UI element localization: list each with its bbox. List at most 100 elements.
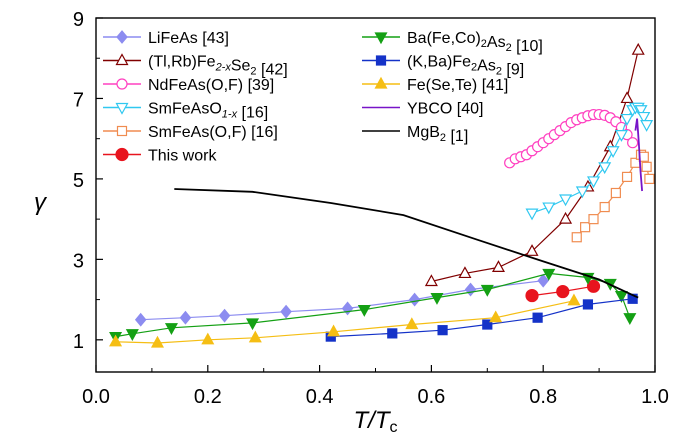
data-point-smfeaso1-x-16 [637,111,651,124]
data-point-tl-rb-fe2-xse2-42 [525,244,539,256]
data-point-fe-se-te-41 [109,334,123,347]
data-point-lifeas-43 [341,301,354,316]
legend-label: (K,Ba)Fe2As2 [9] [407,54,524,79]
data-point-ba-fe-co-2as2-10 [480,284,494,297]
series-mgb2-1 [174,188,639,299]
legend-label: Fe(Se,Te) [41] [407,77,508,94]
legend-item-ba-fe-co-2as2-10: Ba(Fe,Co)2As2 [10] [362,30,543,55]
data-point-k-ba-fe2as2-9 [582,299,594,310]
legend-swatch-marker [115,53,129,66]
legend-item-smfeas-o-f-16: SmFeAs(O,F) [16] [103,124,278,141]
y-tick-label: 9 [73,9,84,31]
legend-item-tl-rb-fe2-xse2-42: (Tl,Rb)Fe2-xSe2 [42] [103,53,288,79]
data-point-lifeas-43 [408,292,421,307]
legend-label: YBCO [40] [407,101,483,118]
data-point-smfeas-o-f-16 [588,214,599,225]
legend-swatch-marker [116,125,128,137]
data-point-smfeaso1-x-16 [525,208,539,221]
data-point-ba-fe-co-2as2-10 [357,305,371,317]
legend-item-ndfeas-o-f-39: NdFeAs(O,F) [39] [103,77,274,94]
legend-item-this-work: This work [103,148,217,165]
data-point-tl-rb-fe2-xse2-42 [620,91,634,104]
data-point-tl-rb-fe2-xse2-42 [559,211,573,224]
series-line-ybco-40 [634,118,643,192]
data-point-lifeas-43 [218,308,231,323]
data-point-smfeaso1-x-16 [559,194,573,207]
series-smfeas-o-f-16 [571,149,655,243]
series-k-ba-fe2as2-9 [325,293,638,342]
data-point-smfeas-o-f-16 [641,161,652,172]
legend-item-lifeas-43: LiFeAs [43] [103,30,229,47]
x-tick-label: 1.0 [641,386,669,408]
series-ybco-40 [634,118,643,192]
data-point-ba-fe-co-2as2-10 [164,323,178,335]
data-point-smfeaso1-x-16 [640,120,654,132]
data-point-smfeas-o-f-16 [580,222,591,233]
data-point-ba-fe-co-2as2-10 [614,290,628,303]
data-point-tl-rb-fe2-xse2-42 [458,266,472,279]
data-point-smfeas-o-f-16 [644,173,655,185]
legend-label: MgB2 [1] [407,124,468,145]
data-point-fe-se-te-41 [489,310,503,323]
y-tick-label: 3 [73,250,84,272]
legend-swatch-marker [116,78,128,90]
legend: LiFeAs [43] (Tl,Rb)Fe2-xSe2 [42]NdFeAs(O,… [103,30,543,165]
x-tick-label: 0.6 [417,386,445,408]
x-axis-title: T/Tc [354,407,398,436]
data-point-smfeaso1-x-16 [634,105,648,117]
data-point-this-work [586,279,601,293]
data-point-smfeas-o-f-16 [571,232,582,243]
data-point-smfeaso1-x-16 [598,162,612,175]
legend-label: NdFeAs(O,F) [39] [148,77,274,94]
data-point-fe-se-te-41 [150,335,165,348]
data-point-ba-fe-co-2as2-10 [542,268,556,281]
data-point-tl-rb-fe2-xse2-42 [424,274,438,287]
data-point-smfeaso1-x-16 [620,113,634,126]
series-line-smfeaso1-x-16 [531,106,648,214]
data-point-fe-se-te-41 [327,324,341,337]
y-axis-title: γ [34,189,48,216]
plot-area [109,42,655,348]
data-point-tl-rb-fe2-xse2-42 [491,260,505,273]
legend-item-smfeaso1-x-16: SmFeAsO1-x [16] [103,101,268,122]
x-tick-label: 0.0 [82,386,110,408]
data-point-k-ba-fe2as2-9 [387,328,398,339]
data-point-k-ba-fe2as2-9 [532,312,543,323]
data-point-fe-se-te-41 [201,332,215,345]
legend-label: (Tl,Rb)Fe2-xSe2 [42] [148,54,288,79]
series-ndfeas-o-f-39 [504,108,639,169]
legend-item-ybco-40: YBCO [40] [362,101,483,118]
legend-item-mgb2-1: MgB2 [1] [362,124,468,145]
data-point-smfeaso1-x-16 [575,186,589,199]
legend-swatch-marker [374,32,388,45]
axes: 0.0 0.2 0.4 0.6 0.8 1.0 1 3 5 7 9 T/Tc γ [34,9,669,436]
series-fe-se-te-41 [109,293,581,348]
data-point-tl-rb-fe2-xse2-42 [631,42,645,55]
data-point-smfeaso1-x-16 [606,146,620,158]
legend-label: This work [148,148,217,165]
data-point-this-work [525,288,539,303]
data-point-lifeas-43 [179,310,192,325]
x-tick-label: 0.8 [529,386,557,408]
data-point-smfeas-o-f-16 [621,171,633,182]
data-point-ndfeas-o-f-39 [627,137,639,149]
data-point-ba-fe-co-2as2-10 [623,313,637,325]
legend-swatch-marker [374,76,388,89]
data-point-smfeaso1-x-16 [586,176,601,189]
series-line-lifeas-43 [140,280,544,321]
series-this-work [525,279,601,303]
data-point-smfeaso1-x-16 [542,202,556,215]
legend-label: SmFeAsO1-x [16] [148,101,268,122]
series-line-fe-se-te-41 [115,300,575,344]
x-tick-label: 0.2 [194,386,222,408]
legend-swatch-marker [375,55,387,66]
y-tick-label: 1 [73,331,84,353]
data-point-fe-se-te-41 [248,330,262,343]
data-point-ba-fe-co-2as2-10 [430,292,444,305]
legend-label: Ba(Fe,Co)2As2 [10] [407,30,543,55]
data-point-fe-se-te-41 [567,293,581,306]
data-point-lifeas-43 [280,304,292,319]
legend-swatch-marker [115,147,129,162]
data-point-this-work [556,284,570,299]
